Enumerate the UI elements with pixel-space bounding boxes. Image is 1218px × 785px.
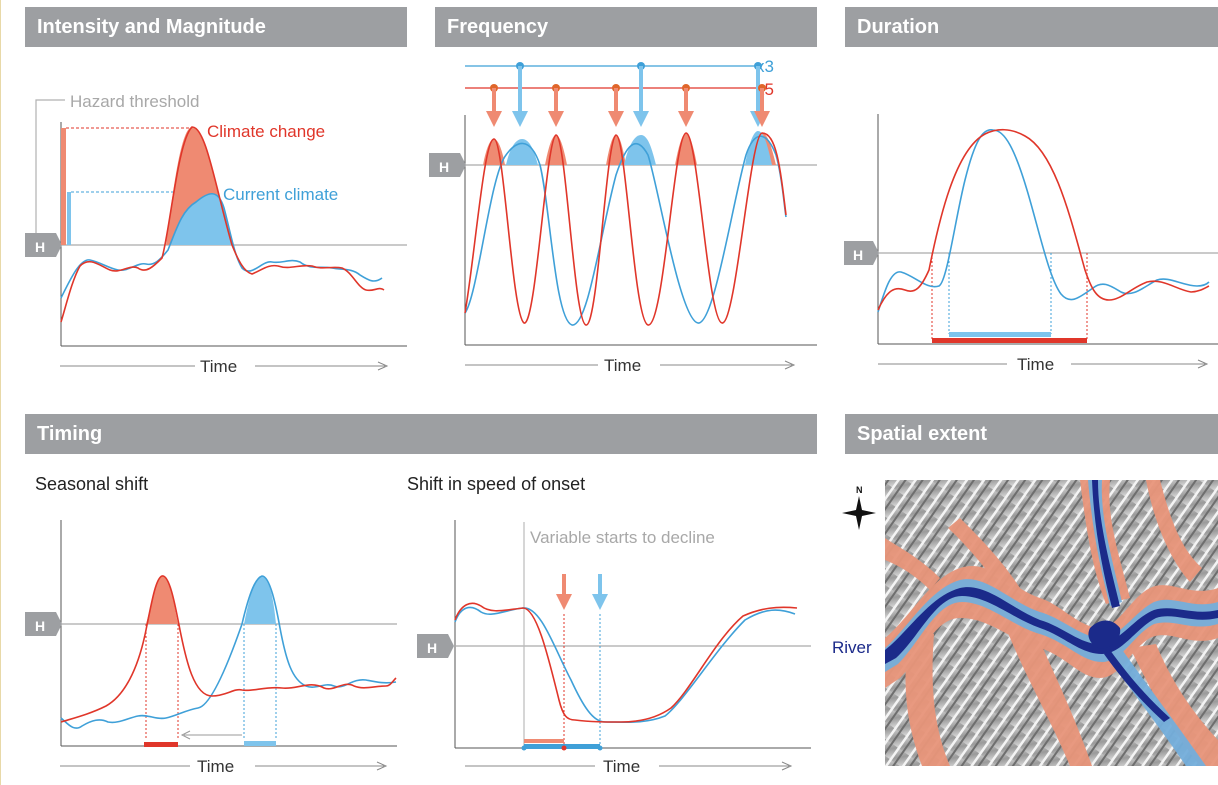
svg-text:H: H [439,159,449,175]
climate-change-line [454,602,798,723]
climate-change-onset-bar [524,739,564,743]
svg-text:H: H [853,247,863,263]
blue-event-arrows [512,62,766,127]
time-arrowhead [376,761,388,771]
decline-label: Variable starts to decline [530,528,715,547]
climate-change-timing-bar [144,742,178,747]
current-climate-label: Current climate [223,185,338,204]
h-marker: H [25,612,62,636]
time-arrowhead [784,360,796,370]
time-label: Time [1017,355,1054,374]
cc-onset-dot [561,745,567,751]
climate-change-magnitude-bar [61,128,66,245]
h-marker: H [429,153,466,177]
speed-of-onset-title: Shift in speed of onset [407,474,586,494]
current-climate-exceedance-fill [171,193,232,245]
header-timing: Timing [25,414,817,454]
svg-text:H: H [35,239,45,255]
duration-diagram: H Time [844,114,1218,374]
time-label: Time [604,356,641,375]
svg-text:H: H [35,618,45,634]
svg-text:N: N [856,485,863,495]
current-climate-magnitude-bar [67,192,71,245]
onset-start-dot [521,745,527,751]
shift-arrowhead [180,730,191,740]
north-arrow: N [842,485,876,530]
svg-text:H: H [427,640,437,656]
header-duration: Duration [845,7,1218,47]
seasonal-shift-title: Seasonal shift [35,474,149,494]
spatial-extent-map: N River [832,480,1218,766]
intensity-diagram: Hazard threshold H Climate change Curren… [25,92,407,376]
climate-change-line [60,126,385,323]
hazard-threshold-label: Hazard threshold [70,92,199,111]
h-marker: H [417,634,454,658]
current-climate-line [877,129,1210,313]
climate-change-label: Climate change [207,122,325,141]
climate-change-line [877,128,1210,311]
climate-change-line [464,132,787,326]
header-spatial: Spatial extent [845,414,1218,454]
h-marker: H [25,233,62,257]
current-climate-duration-bar [949,332,1051,337]
time-arrowhead [1197,359,1209,369]
h-marker: H [844,241,879,265]
onset-arrows [556,574,608,610]
time-label: Time [200,357,237,376]
climate-change-duration-bar [932,338,1087,343]
current-climate-line [454,606,796,724]
seasonal-shift-diagram: H Time [25,520,397,776]
speed-of-onset-diagram: H Variable starts to decline Time [417,520,811,776]
header-frequency: Frequency [435,7,817,47]
time-label: Time [603,757,640,776]
current-climate-timing-bar [244,741,276,746]
red-event-arrows [486,84,770,127]
hazard-threshold-leader [35,99,65,236]
header-intensity: Intensity and Magnitude [25,7,407,47]
time-arrowhead [781,761,793,771]
frequency-diagram: x3 x5 H [429,57,817,375]
river [885,480,1218,722]
current-onset-dot [597,745,603,751]
river-label: River [832,638,872,657]
x3-label: x3 [756,57,774,76]
page-border [0,0,1,785]
time-arrowhead [377,361,389,371]
current-climate-exceedance-fill [244,576,276,624]
time-label: Time [197,757,234,776]
terrain-map [885,480,1218,766]
current-climate-line [60,575,397,729]
climate-change-line [60,575,397,723]
